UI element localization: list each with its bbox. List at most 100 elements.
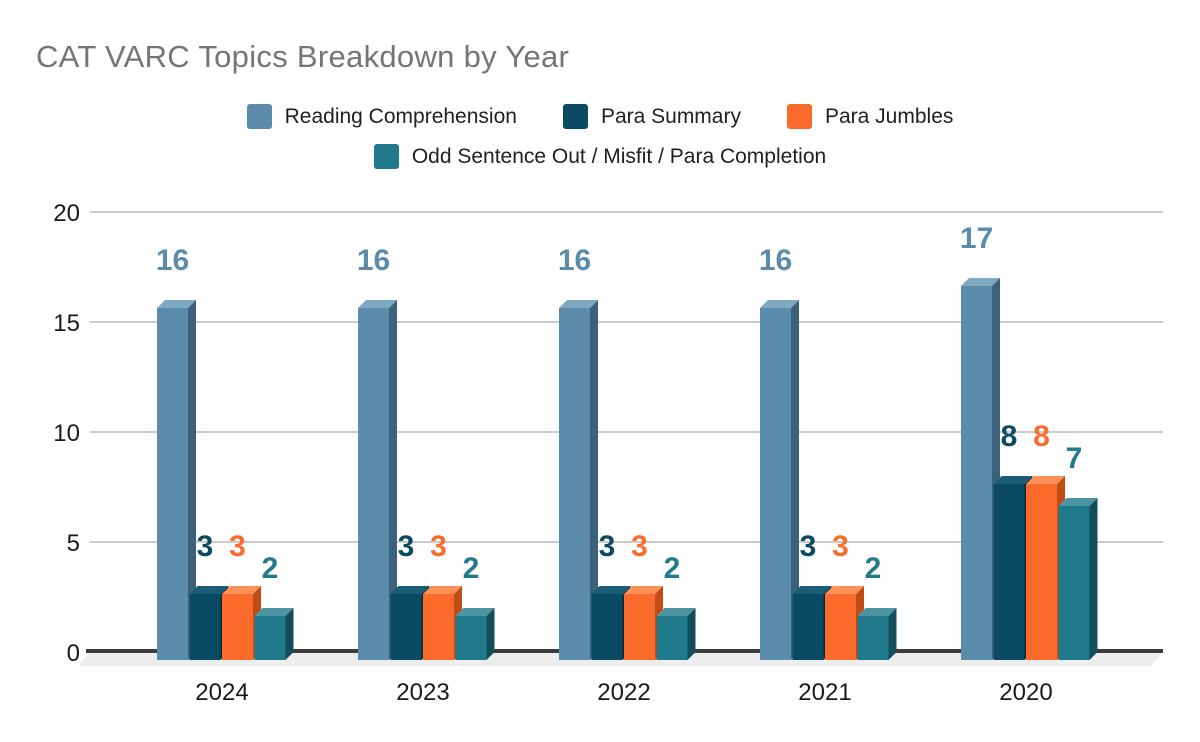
bar-front-face	[1026, 484, 1057, 660]
bar-top-face	[358, 300, 397, 308]
bar-value-label: 16	[357, 244, 390, 277]
bar-top-face	[423, 586, 462, 594]
bar-side-face	[791, 300, 799, 660]
bar-side-face	[1089, 498, 1098, 660]
bar-front-face	[961, 286, 992, 660]
bar-value-label: 3	[430, 530, 447, 563]
bar-front-face	[857, 616, 889, 660]
bar-side-face	[888, 608, 897, 660]
bar-top-face	[455, 608, 495, 616]
bar-top-face	[792, 586, 832, 594]
bars-group	[157, 278, 1098, 660]
x-category-label: 2022	[597, 679, 650, 706]
bar-value-label: 3	[229, 530, 246, 563]
y-tick-label: 20	[53, 200, 80, 227]
bar-side-face	[590, 300, 598, 660]
bar-front-face	[825, 594, 856, 660]
legend-swatch-para-jumbles-icon	[786, 104, 812, 129]
bar-top-face	[825, 586, 864, 594]
legend-row-2: Odd Sentence Out / Misfit / Para Complet…	[0, 144, 1200, 169]
bar-2024-s3[interactable]	[254, 608, 294, 660]
bar-front-face	[189, 594, 221, 660]
bar-front-face	[792, 594, 824, 660]
bar-top-face	[961, 278, 1000, 286]
bar-2021-s3[interactable]	[857, 608, 897, 660]
legend-swatch-reading-comprehension-icon	[246, 104, 272, 129]
bar-2023-s0[interactable]	[358, 300, 397, 660]
bar-front-face	[254, 616, 286, 660]
bar-top-face	[189, 586, 229, 594]
bar-side-face	[687, 608, 696, 660]
x-category-label: 2021	[798, 679, 851, 706]
x-category-label: 2023	[396, 679, 449, 706]
legend-item-odd-sentence-out[interactable]: Odd Sentence Out / Misfit / Para Complet…	[373, 144, 826, 169]
bar-value-label: 3	[398, 530, 415, 563]
legend-swatch-para-summary-icon	[562, 104, 588, 129]
bar-2024-s2[interactable]	[222, 586, 261, 660]
bar-value-label: 3	[631, 530, 648, 563]
bar-value-label: 2	[865, 552, 882, 585]
legend-swatch-odd-sentence-out-icon	[373, 144, 399, 169]
chart-legend: Reading Comprehension Para Summary Para …	[0, 104, 1200, 184]
bar-2022-s0[interactable]	[559, 300, 598, 660]
bar-front-face	[624, 594, 655, 660]
bar-side-face	[188, 300, 196, 660]
bar-top-face	[254, 608, 294, 616]
bar-2020-s0[interactable]	[961, 278, 1000, 660]
bar-top-face	[857, 608, 897, 616]
bar-2020-s3[interactable]	[1058, 498, 1098, 660]
bar-value-label: 16	[558, 244, 591, 277]
x-category-label: 2020	[999, 679, 1052, 706]
bar-top-face	[390, 586, 430, 594]
bar-front-face	[455, 616, 487, 660]
y-axis-tick-labels: 0 5 10 15 20	[53, 200, 80, 667]
bar-value-label: 3	[800, 530, 817, 563]
bar-value-label: 3	[599, 530, 616, 563]
legend-label: Para Summary	[600, 104, 741, 128]
bar-value-label: 3	[832, 530, 849, 563]
x-category-label: 2024	[195, 679, 248, 706]
bar-top-face	[157, 300, 196, 308]
bar-value-label: 17	[960, 222, 993, 255]
chart-title: CAT VARC Topics Breakdown by Year	[36, 39, 570, 74]
bar-front-face	[559, 308, 590, 660]
bar-top-face	[656, 608, 696, 616]
legend-item-para-summary[interactable]: Para Summary	[562, 104, 741, 129]
legend-label: Para Jumbles	[824, 104, 954, 128]
bar-front-face	[591, 594, 623, 660]
bar-top-face	[591, 586, 631, 594]
y-tick-label: 10	[53, 420, 80, 447]
legend-item-reading-comprehension[interactable]: Reading Comprehension	[246, 104, 517, 129]
y-tick-label: 0	[67, 640, 80, 667]
bar-side-face	[285, 608, 294, 660]
y-tick-label: 5	[67, 530, 80, 557]
bar-front-face	[222, 594, 253, 660]
bar-top-face	[624, 586, 663, 594]
bar-front-face	[358, 308, 389, 660]
bar-value-label: 16	[759, 244, 792, 277]
bar-top-face	[559, 300, 598, 308]
bar-2023-s3[interactable]	[455, 608, 495, 660]
bar-top-face	[760, 300, 799, 308]
bar-front-face	[390, 594, 422, 660]
bar-value-label: 2	[664, 552, 681, 585]
bar-top-face	[222, 586, 261, 594]
bar-2022-s3[interactable]	[656, 608, 696, 660]
bar-value-label: 16	[156, 244, 189, 277]
bar-value-label: 2	[463, 552, 480, 585]
bar-2021-s0[interactable]	[760, 300, 799, 660]
legend-item-para-jumbles[interactable]: Para Jumbles	[786, 104, 954, 129]
x-axis-category-labels: 2024 2023 2022 2021 2020	[195, 679, 1052, 706]
bar-top-face	[1058, 498, 1098, 506]
bar-2024-s0[interactable]	[157, 300, 196, 660]
bar-value-label: 8	[1001, 420, 1018, 453]
bar-front-face	[1058, 506, 1090, 660]
bar-value-label: 3	[197, 530, 214, 563]
bar-top-face	[993, 476, 1033, 484]
bar-side-face	[486, 608, 495, 660]
bar-front-face	[760, 308, 791, 660]
legend-row-1: Reading Comprehension Para Summary Para …	[0, 104, 1200, 129]
